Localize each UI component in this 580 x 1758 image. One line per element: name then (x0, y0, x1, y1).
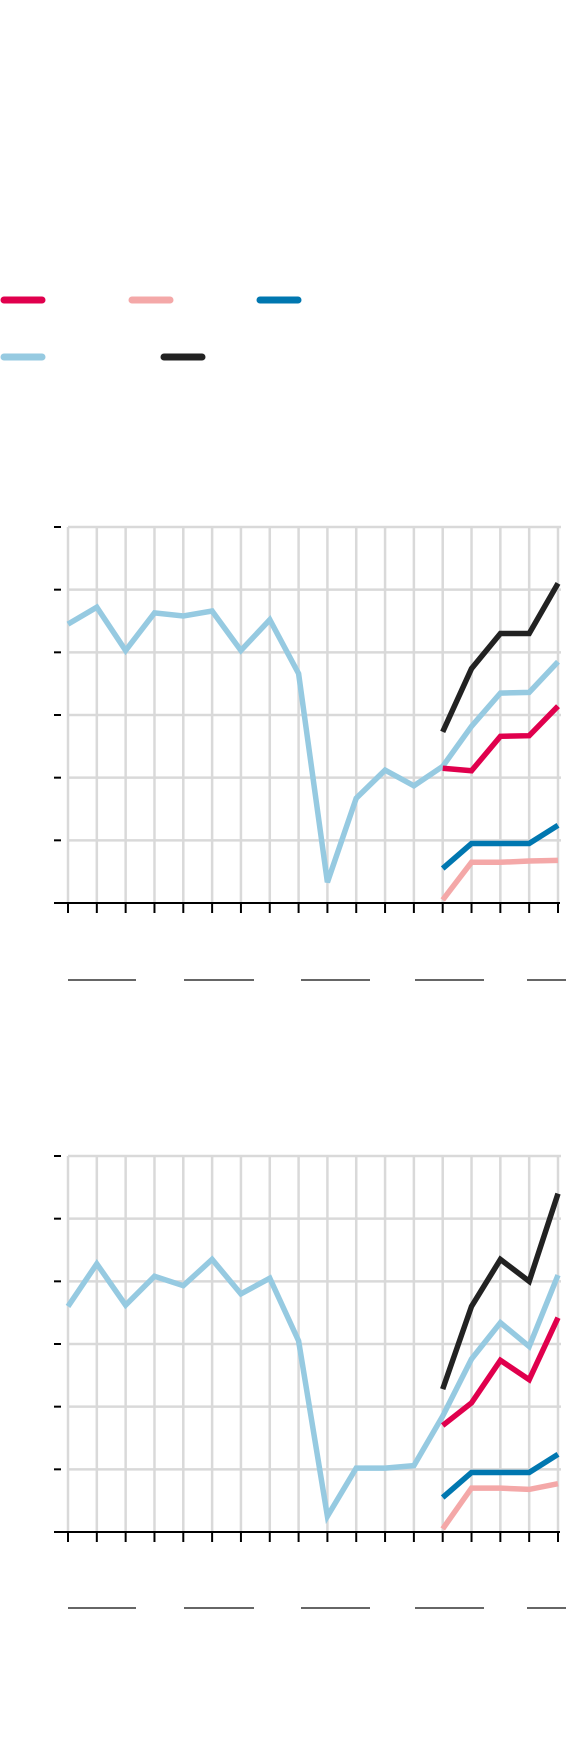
series-line-blue (440, 1451, 560, 1500)
chart-panel-2 (54, 1154, 566, 1609)
series-line-blue (440, 822, 560, 871)
series-line-lightblue (65, 1255, 561, 1525)
series-line-red (441, 1316, 561, 1428)
series-line-black (440, 1192, 561, 1391)
series-line-pink (440, 857, 559, 902)
legend (0, 296, 302, 361)
series-line-pink (440, 1481, 559, 1531)
chart-panel-1 (54, 525, 566, 981)
series-line-lightblue (66, 603, 561, 884)
series-line-red (442, 704, 560, 774)
series-line-black (440, 582, 561, 734)
